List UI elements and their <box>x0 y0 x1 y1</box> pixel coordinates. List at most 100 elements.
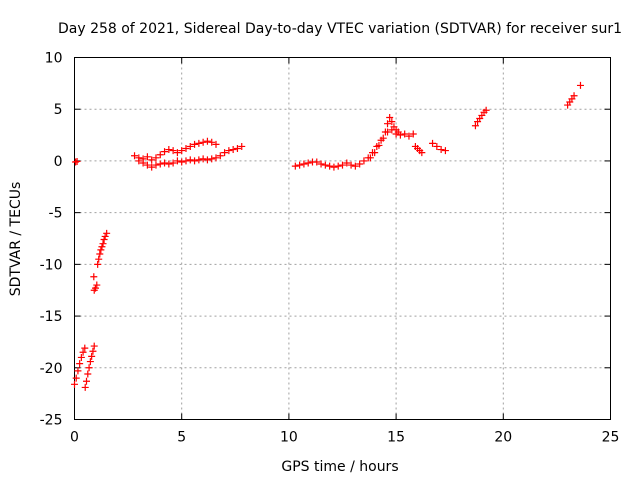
data-point <box>71 380 78 388</box>
data-point <box>195 156 203 164</box>
data-point <box>90 342 98 350</box>
y-tick-label: -10 <box>40 257 63 273</box>
data-point <box>131 152 139 160</box>
data-point <box>300 160 308 168</box>
data-point <box>304 159 312 167</box>
data-point <box>225 147 233 155</box>
data-point <box>221 149 229 157</box>
data-point <box>156 151 164 159</box>
data-point <box>161 148 169 156</box>
data-point <box>95 255 103 263</box>
data-point <box>93 281 101 289</box>
data-point <box>173 157 181 165</box>
data-point <box>83 377 91 385</box>
data-point <box>94 260 102 268</box>
data-point <box>81 344 89 352</box>
data-point <box>182 157 190 165</box>
data-point <box>77 353 85 361</box>
x-tick-label: 25 <box>602 430 620 446</box>
data-point <box>203 137 211 145</box>
x-tick-label: 5 <box>177 430 186 446</box>
grid-lines <box>74 57 611 420</box>
x-tick-label: 20 <box>494 430 512 446</box>
axis-ticks: 0 5 10 15 20 25 -25 -20 -15 -10 -5 0 5 10 <box>40 51 620 446</box>
data-point <box>73 157 81 165</box>
data-point <box>482 106 490 114</box>
data-point <box>165 146 173 154</box>
data-point <box>375 141 383 149</box>
data-point <box>72 374 80 382</box>
data-point <box>326 162 334 170</box>
y-tick-label: 10 <box>45 51 63 67</box>
data-point <box>98 243 106 251</box>
data-point <box>405 132 413 140</box>
data-point <box>216 152 224 160</box>
data-point <box>321 161 329 169</box>
data-point <box>81 383 89 391</box>
y-tick-label: -20 <box>40 361 63 377</box>
data-point <box>178 158 186 166</box>
data-point <box>195 139 203 147</box>
data-point <box>85 364 93 372</box>
data-point <box>88 352 96 360</box>
data-point <box>74 367 82 375</box>
data-point <box>92 284 100 292</box>
data-point <box>471 122 479 130</box>
data-point <box>366 154 374 162</box>
data-point <box>191 140 199 148</box>
data-point <box>392 130 400 138</box>
data-point <box>178 147 186 155</box>
data-point <box>203 156 211 164</box>
data-point <box>76 360 84 368</box>
y-tick-label: -15 <box>40 309 63 325</box>
data-point <box>347 161 355 169</box>
data-point <box>388 118 396 126</box>
data-point <box>356 160 364 168</box>
data-point <box>148 163 156 171</box>
data-point <box>169 147 177 155</box>
y-tick-label: -5 <box>49 206 63 222</box>
data-point <box>101 232 109 240</box>
data-point <box>86 358 94 366</box>
data-point <box>570 92 578 100</box>
data-point <box>379 134 387 142</box>
data-point <box>291 162 299 170</box>
chart-title: Day 258 of 2021, Sidereal Day-to-day VTE… <box>58 21 622 37</box>
data-point <box>161 159 169 167</box>
data-points <box>71 81 584 391</box>
data-point <box>429 139 437 147</box>
y-tick-label: -25 <box>40 413 63 429</box>
data-point <box>212 140 220 148</box>
data-point <box>418 149 426 157</box>
data-point <box>437 146 445 154</box>
data-point <box>351 162 359 170</box>
data-point <box>191 157 199 165</box>
x-tick-label: 10 <box>280 430 298 446</box>
y-axis-label: SDTVAR / TECUs <box>8 182 24 297</box>
x-tick-label: 15 <box>387 430 405 446</box>
data-point <box>139 159 147 167</box>
data-point <box>186 142 194 150</box>
data-point <box>143 153 151 161</box>
data-point <box>79 348 87 356</box>
data-point <box>296 161 304 169</box>
data-point <box>165 160 173 168</box>
data-point <box>90 273 98 281</box>
data-point <box>199 138 207 146</box>
data-point <box>152 161 160 169</box>
data-point <box>212 154 220 162</box>
data-point <box>388 126 396 134</box>
data-point <box>343 159 351 167</box>
plot-frame <box>74 57 611 420</box>
data-point <box>169 159 177 167</box>
data-point <box>148 156 156 164</box>
data-point <box>152 154 160 162</box>
data-point <box>99 240 107 248</box>
data-point <box>89 347 97 355</box>
y-tick-label: 0 <box>54 154 63 170</box>
data-point <box>371 149 379 157</box>
data-point <box>103 229 111 237</box>
data-point <box>233 145 241 153</box>
data-point <box>313 158 321 166</box>
